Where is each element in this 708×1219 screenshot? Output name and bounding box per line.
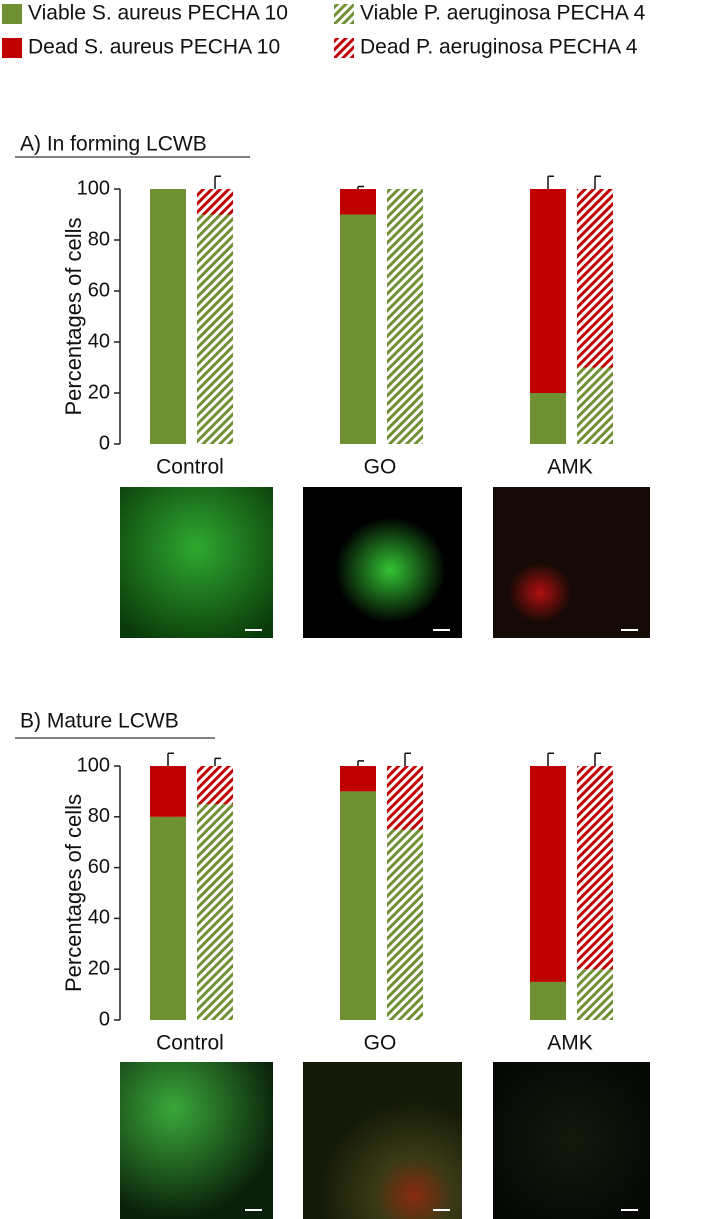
error-bar [547, 175, 554, 189]
error-bar [594, 752, 601, 766]
x-tick-label: AMK [547, 1032, 593, 1055]
legend-swatch [2, 4, 22, 24]
bar-segment [197, 766, 233, 805]
bar-segment [530, 766, 566, 982]
micrograph [303, 1062, 462, 1219]
error-bar [547, 752, 554, 766]
bar-segment [577, 969, 613, 1020]
y-tick-label: 100 [77, 754, 110, 776]
legend-label: Dead P. aeruginosa PECHA 4 [360, 36, 638, 59]
legend-swatch [2, 38, 22, 58]
bar-segment [150, 816, 186, 1020]
y-tick-label: 20 [88, 381, 110, 403]
legend-label: Viable P. aeruginosa PECHA 4 [360, 2, 646, 25]
y-tick-label: 0 [99, 432, 110, 454]
bar-segment [150, 189, 186, 444]
y-axis-label: Percentages of cells [61, 217, 86, 415]
bar-segment [530, 189, 566, 393]
y-tick-label: 80 [88, 805, 110, 827]
error-bar [357, 760, 364, 766]
error-bar [404, 752, 411, 766]
scale-bars [245, 629, 638, 1211]
micrograph [120, 487, 273, 638]
legend-swatch [334, 4, 354, 24]
y-tick-label: 60 [88, 279, 110, 301]
y-tick-label: 40 [88, 330, 110, 352]
bar-segment [530, 981, 566, 1020]
x-tick-label: GO [364, 1032, 397, 1055]
y-tick-label: 100 [77, 177, 110, 199]
error-bar [594, 175, 601, 189]
bar-segment [197, 189, 233, 215]
bar-segment [340, 766, 376, 792]
bar-segment [530, 393, 566, 444]
bar-segment [577, 766, 613, 970]
error-bar [214, 757, 221, 766]
error-bar [214, 175, 221, 189]
legend-label: Dead S. aureus PECHA 10 [28, 36, 280, 59]
bar-segment [197, 214, 233, 444]
chart-title: B) Mature LCWB [20, 710, 179, 733]
bar-segment [340, 189, 376, 215]
micrographs [120, 487, 650, 1219]
micrograph [303, 487, 462, 638]
chart-title: A) In forming LCWB [20, 133, 207, 156]
bar-segment [340, 214, 376, 444]
bar-segment [387, 766, 423, 830]
micrograph [493, 487, 650, 638]
micrograph [120, 1062, 273, 1219]
error-bar [167, 752, 174, 766]
y-tick-label: 60 [88, 856, 110, 878]
x-tick-label: Control [156, 1032, 224, 1055]
bar-segment [340, 791, 376, 1020]
error-bar [357, 185, 364, 189]
y-tick-label: 0 [99, 1008, 110, 1030]
bar-segment [577, 367, 613, 444]
legend-swatch [334, 38, 354, 58]
bar-segment [150, 766, 186, 817]
x-tick-label: Control [156, 456, 224, 479]
micrograph [493, 1062, 650, 1219]
y-axis-label: Percentages of cells [61, 794, 86, 992]
y-tick-label: 40 [88, 907, 110, 929]
x-tick-label: GO [364, 456, 397, 479]
bar-segment [387, 829, 423, 1020]
legend-label: Viable S. aureus PECHA 10 [28, 2, 288, 25]
bar-segment [197, 804, 233, 1020]
y-tick-label: 80 [88, 228, 110, 250]
bar-segment [387, 189, 423, 444]
y-tick-label: 20 [88, 957, 110, 979]
bar-segment [577, 189, 613, 368]
x-tick-label: AMK [547, 456, 593, 479]
